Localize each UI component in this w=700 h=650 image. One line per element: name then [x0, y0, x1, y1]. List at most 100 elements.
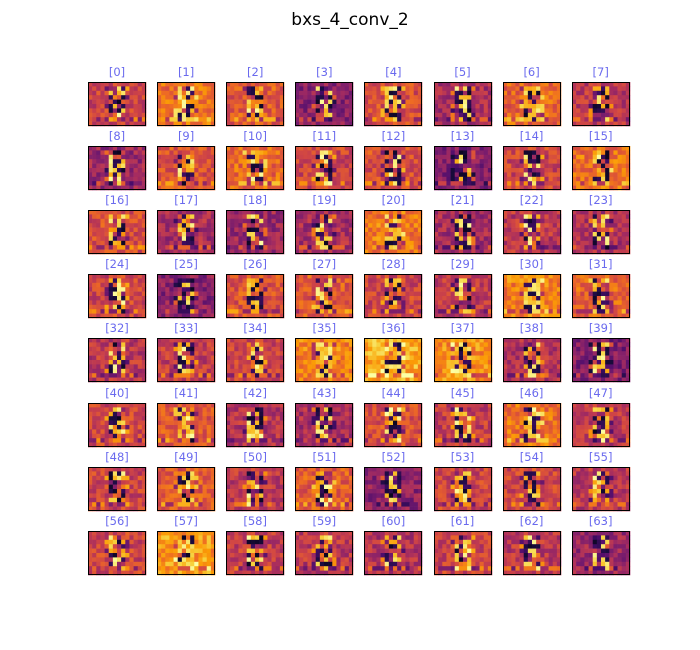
heatmap-cell	[328, 90, 333, 96]
heatmap-cell	[523, 245, 528, 251]
heatmap-cell	[462, 154, 467, 160]
heatmap-cell	[544, 112, 549, 118]
heatmap-cell	[393, 121, 398, 127]
heatmap-cell	[181, 172, 187, 178]
heatmap-cell	[523, 150, 528, 156]
heatmap-cell	[263, 112, 268, 118]
heatmap-cell	[263, 232, 268, 237]
heatmap-cell	[487, 274, 492, 279]
heatmap-cell	[502, 86, 508, 92]
heatmap-cell	[414, 309, 419, 315]
heatmap-cell	[210, 313, 216, 319]
heatmap-cell	[210, 227, 216, 233]
heatmap-cell	[230, 342, 235, 348]
heatmap-cell	[584, 172, 589, 178]
heatmap-cell	[450, 159, 455, 164]
heatmap-cell	[349, 232, 354, 237]
heatmap-cell	[320, 210, 325, 215]
heatmap-cell	[173, 90, 179, 96]
heatmap-cell	[177, 90, 183, 96]
heatmap-cell	[96, 360, 101, 366]
heatmap-cell	[368, 185, 373, 191]
heatmap-cell	[161, 364, 166, 370]
heatmap-cell	[177, 108, 183, 114]
heatmap-cell	[295, 168, 300, 173]
heatmap-cell	[246, 232, 252, 237]
heatmap-cell	[210, 108, 216, 114]
heatmap-cell	[328, 99, 333, 105]
heatmap-cell	[141, 154, 147, 160]
heatmap-cell	[186, 146, 191, 151]
heatmap-cell	[405, 112, 411, 118]
heatmap-cell	[255, 240, 260, 246]
heatmap-cell	[137, 163, 143, 169]
heatmap-cell	[259, 176, 264, 182]
heatmap-cell	[108, 112, 114, 118]
heatmap-cell	[506, 278, 512, 284]
heatmap-cell	[604, 214, 610, 220]
heatmap-cell	[389, 108, 394, 114]
heatmap-cell	[100, 82, 105, 87]
heatmap-cell	[104, 342, 110, 348]
heatmap-cell	[194, 342, 199, 348]
heatmap-cell	[259, 296, 264, 301]
heatmap-cell	[121, 95, 126, 100]
heatmap-cell	[625, 176, 630, 182]
heatmap-cell	[579, 227, 585, 233]
heatmap-cell	[405, 287, 411, 293]
heatmap-cell	[96, 300, 101, 306]
heatmap-cell	[157, 351, 162, 357]
heatmap-cell	[445, 287, 451, 293]
heatmap-cell	[96, 305, 101, 310]
heatmap-cell	[280, 347, 285, 352]
heatmap-cell	[234, 82, 239, 87]
heatmap-cell	[479, 90, 484, 96]
heatmap-cell	[376, 274, 382, 279]
heatmap-cell	[133, 373, 139, 379]
heatmap-cell	[141, 369, 147, 374]
heatmap-cell	[479, 232, 484, 237]
heatmap-cell	[349, 218, 354, 224]
heatmap-cell	[575, 218, 581, 224]
heatmap-cell	[539, 214, 545, 220]
heatmap-cell	[263, 210, 268, 215]
heatmap-cell	[234, 232, 239, 237]
heatmap-cell	[409, 305, 415, 310]
heatmap-cell	[238, 117, 244, 122]
heatmap-cell	[487, 249, 492, 255]
heatmap-cell	[117, 236, 122, 242]
heatmap-cell	[125, 342, 130, 348]
heatmap-cell	[340, 150, 346, 156]
heatmap-cell	[275, 305, 281, 310]
heatmap-cell	[104, 364, 110, 370]
heatmap-cell	[414, 185, 419, 191]
heatmap-cell	[157, 176, 162, 182]
heatmap-cell	[299, 117, 304, 122]
heatmap-cell	[409, 313, 415, 319]
heatmap-cell	[194, 95, 199, 100]
heatmap-cell	[161, 108, 166, 114]
heatmap-cell	[198, 351, 203, 357]
heatmap-cell	[92, 296, 97, 301]
heatmap-cell	[177, 121, 183, 127]
heatmap-cell	[575, 86, 581, 92]
heatmap-cell	[190, 104, 195, 109]
heatmap-cell	[548, 163, 553, 169]
heatmap-cell	[271, 168, 277, 173]
heatmap-cell	[303, 274, 309, 279]
heatmap-cell	[92, 249, 97, 255]
heatmap-cell	[186, 291, 191, 297]
heatmap-cell	[544, 159, 549, 164]
heatmap-cell	[117, 249, 122, 255]
heatmap-cell	[368, 309, 373, 315]
heatmap-cell	[242, 355, 248, 361]
heatmap-cell	[527, 278, 532, 284]
heatmap-cell	[255, 223, 260, 229]
heatmap-cell	[397, 181, 402, 186]
heatmap-cell	[571, 305, 577, 310]
heatmap-cell	[100, 181, 105, 186]
heatmap-cell	[88, 146, 93, 151]
heatmap-cell	[206, 99, 212, 105]
heatmap-cell	[263, 95, 268, 100]
heatmap-cell	[515, 185, 520, 191]
